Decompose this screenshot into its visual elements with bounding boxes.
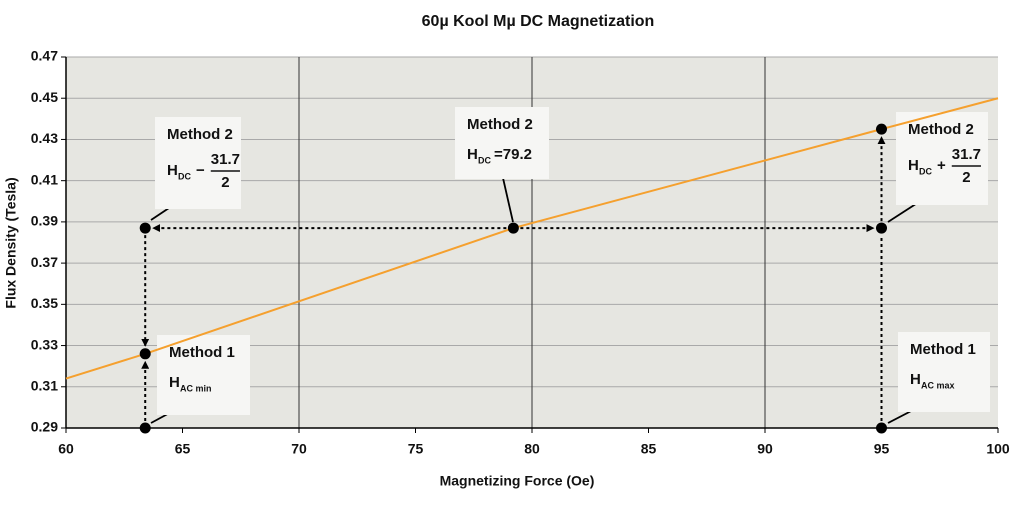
data-point: [139, 422, 151, 434]
annotation-subscript: AC max: [921, 380, 955, 390]
data-point: [876, 422, 887, 434]
x-tick-label: 80: [524, 441, 540, 457]
y-tick-label: 0.29: [31, 419, 58, 435]
annotation-label: Method 2: [467, 116, 533, 133]
y-tick-label: 0.41: [31, 171, 58, 187]
annotation-numerator: 31.7: [211, 151, 240, 168]
annotation-h: H: [467, 146, 478, 163]
annotation-subscript: DC: [178, 171, 191, 181]
y-tick-label: 0.47: [31, 48, 58, 64]
y-tick-label: 0.33: [31, 336, 58, 352]
annotation-h: H: [910, 371, 921, 388]
annotation-denominator: 2: [962, 169, 970, 186]
annotation-label: Method 2: [167, 126, 233, 143]
annotation-label: Method 1: [169, 344, 235, 361]
annotation-value: =79.2: [494, 146, 532, 163]
annotation-h: H: [908, 157, 919, 174]
annotation-box: [896, 112, 988, 205]
x-axis-label: Magnetizing Force (Oe): [440, 473, 595, 489]
data-point: [139, 222, 151, 234]
y-axis-label: Flux Density (Tesla): [3, 177, 19, 308]
annotation-numerator: 31.7: [952, 146, 981, 163]
annotation-subscript: DC: [478, 155, 491, 165]
y-tick-label: 0.43: [31, 130, 58, 146]
annotation-operator: −: [196, 162, 205, 179]
annotation-box: [455, 107, 549, 179]
leader-line: [502, 177, 514, 223]
x-tick-label: 60: [58, 441, 74, 457]
y-tick-label: 0.35: [31, 295, 58, 311]
y-tick-label: 0.37: [31, 254, 58, 270]
x-tick-label: 85: [641, 441, 657, 457]
annotation-box: [157, 335, 250, 415]
annotation-subscript: DC: [919, 166, 932, 176]
x-tick-label: 90: [757, 441, 773, 457]
y-tick-label: 0.31: [31, 377, 58, 393]
annotation-label: Method 1: [910, 341, 976, 358]
data-point: [876, 222, 887, 234]
x-tick-label: 65: [175, 441, 191, 457]
annotation-h: H: [169, 374, 180, 391]
annotation-box: [155, 117, 241, 209]
x-tick-label: 95: [874, 441, 890, 457]
data-point: [876, 123, 887, 135]
annotation-box: [898, 332, 990, 412]
x-tick-label: 70: [291, 441, 307, 457]
y-tick-label: 0.39: [31, 213, 58, 229]
annotation-label: Method 2: [908, 121, 974, 138]
annotation-denominator: 2: [221, 174, 229, 191]
y-tick-label: 0.45: [31, 89, 58, 105]
annotation-subscript: AC min: [180, 383, 212, 393]
chart-title: 60µ Kool Mµ DC Magnetization: [422, 13, 655, 30]
x-tick-label: 100: [986, 441, 1010, 457]
x-tick-label: 75: [408, 441, 424, 457]
annotation-h: H: [167, 162, 178, 179]
annotation-operator: +: [937, 157, 946, 174]
data-point: [507, 222, 519, 234]
data-point: [139, 348, 151, 360]
